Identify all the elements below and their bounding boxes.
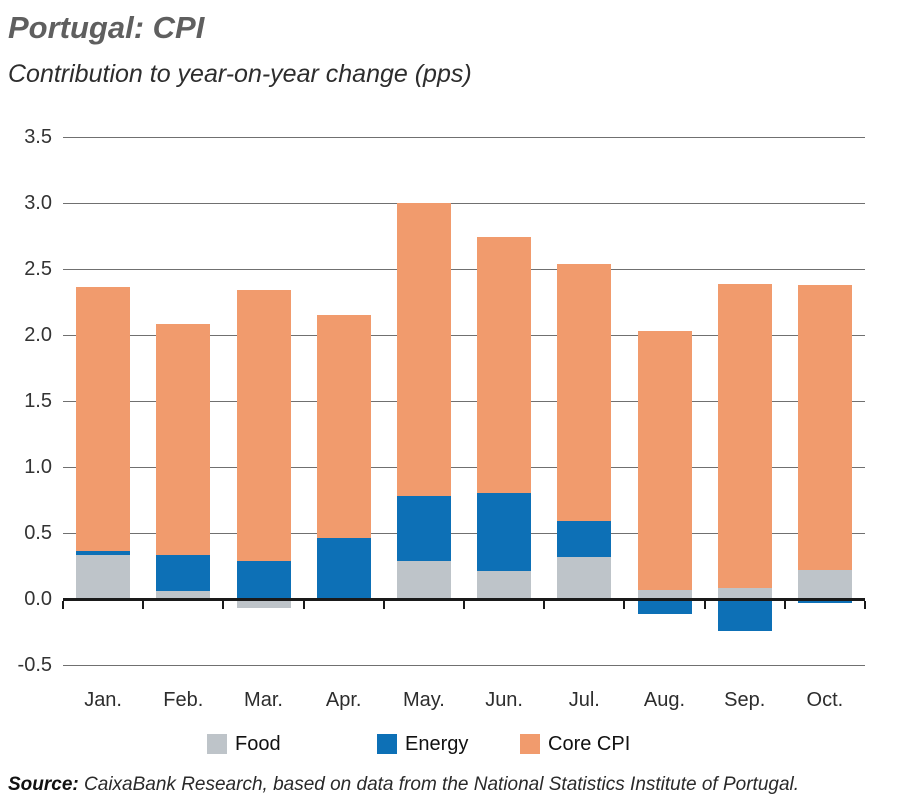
axis-tick — [703, 600, 706, 609]
bar-segment-core-cpi-sep — [717, 283, 772, 589]
bar-segment-energy-feb — [156, 555, 211, 592]
page-title: Portugal: CPI — [8, 10, 205, 45]
bar-segment-food-oct — [797, 569, 852, 599]
gridline — [63, 467, 865, 468]
x-tick-label: Oct. — [806, 689, 844, 711]
bar-segment-core-cpi-may — [396, 203, 451, 497]
y-tick-label: 0.5 — [24, 522, 52, 544]
axis-tick — [222, 600, 225, 609]
bar-segment-food-aug — [637, 589, 692, 599]
bar-segment-core-cpi-oct — [797, 284, 852, 570]
bar-segment-food-sep — [717, 588, 772, 599]
gridline — [63, 533, 865, 534]
axis-tick — [864, 600, 866, 609]
bar-segment-core-cpi-feb — [156, 324, 211, 556]
source-label: Source: — [8, 774, 79, 795]
bar-segment-core-cpi-jan — [76, 287, 131, 552]
legend-label-energy: Energy — [405, 733, 469, 755]
source-text: CaixaBank Research, based on data from t… — [78, 774, 800, 795]
axis-tick — [783, 600, 786, 609]
bar-segment-energy-jun — [477, 493, 532, 572]
y-tick-label: 1.0 — [24, 456, 52, 478]
y-tick-label: 2.5 — [24, 258, 52, 280]
legend-label-core-cpi: Core CPI — [548, 733, 631, 755]
y-tick-label: 3.0 — [24, 192, 52, 214]
x-tick-label: Mar. — [244, 689, 283, 711]
gridline — [63, 203, 865, 204]
gridline — [63, 269, 865, 270]
legend-swatch-food — [207, 734, 227, 754]
x-tick-label: Jul. — [568, 689, 600, 711]
bar-segment-energy-jul — [557, 521, 612, 557]
gridline — [63, 401, 865, 402]
legend-swatch-energy — [377, 734, 397, 754]
y-tick-label: 2.0 — [24, 324, 52, 346]
bar-segment-energy-sep — [717, 599, 772, 631]
axis-tick — [382, 600, 385, 609]
bar-segment-energy-jan — [76, 551, 131, 556]
bar-segment-core-cpi-aug — [637, 331, 692, 590]
x-tick-label: Jun. — [485, 689, 523, 711]
bar-segment-food-jan — [76, 555, 131, 599]
gridline — [63, 665, 865, 666]
axis-tick — [543, 600, 546, 609]
x-tick-label: May. — [402, 689, 445, 711]
axis-tick — [62, 600, 64, 609]
y-tick-label: 0.0 — [24, 588, 52, 610]
bar-segment-energy-oct — [797, 599, 852, 603]
bar-segment-energy-may — [396, 496, 451, 561]
axis-tick — [142, 600, 145, 609]
bar-segment-food-mar — [236, 599, 291, 609]
bar-segment-energy-apr — [316, 538, 371, 598]
y-tick-label: 3.5 — [24, 126, 52, 148]
axis-line — [63, 597, 865, 601]
gridline — [63, 335, 865, 336]
bar-segment-core-cpi-jun — [477, 237, 532, 494]
y-tick-label: 1.5 — [24, 390, 52, 412]
source-note: Source: CaixaBank Research, based on dat… — [8, 774, 868, 796]
bar-segment-food-feb — [156, 591, 211, 599]
legend-label-food: Food — [235, 733, 281, 755]
bar-segment-food-may — [396, 560, 451, 599]
x-tick-label: Jan. — [84, 689, 122, 711]
axis-tick — [302, 600, 305, 609]
bar-segment-core-cpi-mar — [236, 290, 291, 561]
y-tick-label: -0.5 — [17, 654, 52, 676]
x-tick-label: Apr. — [325, 689, 362, 711]
bar-segment-energy-mar — [236, 560, 291, 599]
legend-swatch-core-cpi — [520, 734, 540, 754]
chart-subtitle: Contribution to year-on-year change (pps… — [8, 60, 472, 88]
axis-tick — [623, 600, 626, 609]
bar-segment-food-jun — [477, 571, 532, 599]
x-tick-label: Aug. — [643, 689, 686, 711]
bar-segment-core-cpi-jul — [557, 263, 612, 522]
x-tick-label: Feb. — [163, 689, 204, 711]
bar-segment-energy-aug — [637, 599, 692, 614]
gridline — [63, 137, 865, 138]
bar-segment-food-jul — [557, 556, 612, 599]
x-tick-label: Sep. — [724, 689, 766, 711]
bar-segment-core-cpi-apr — [316, 315, 371, 539]
axis-tick — [463, 600, 465, 609]
